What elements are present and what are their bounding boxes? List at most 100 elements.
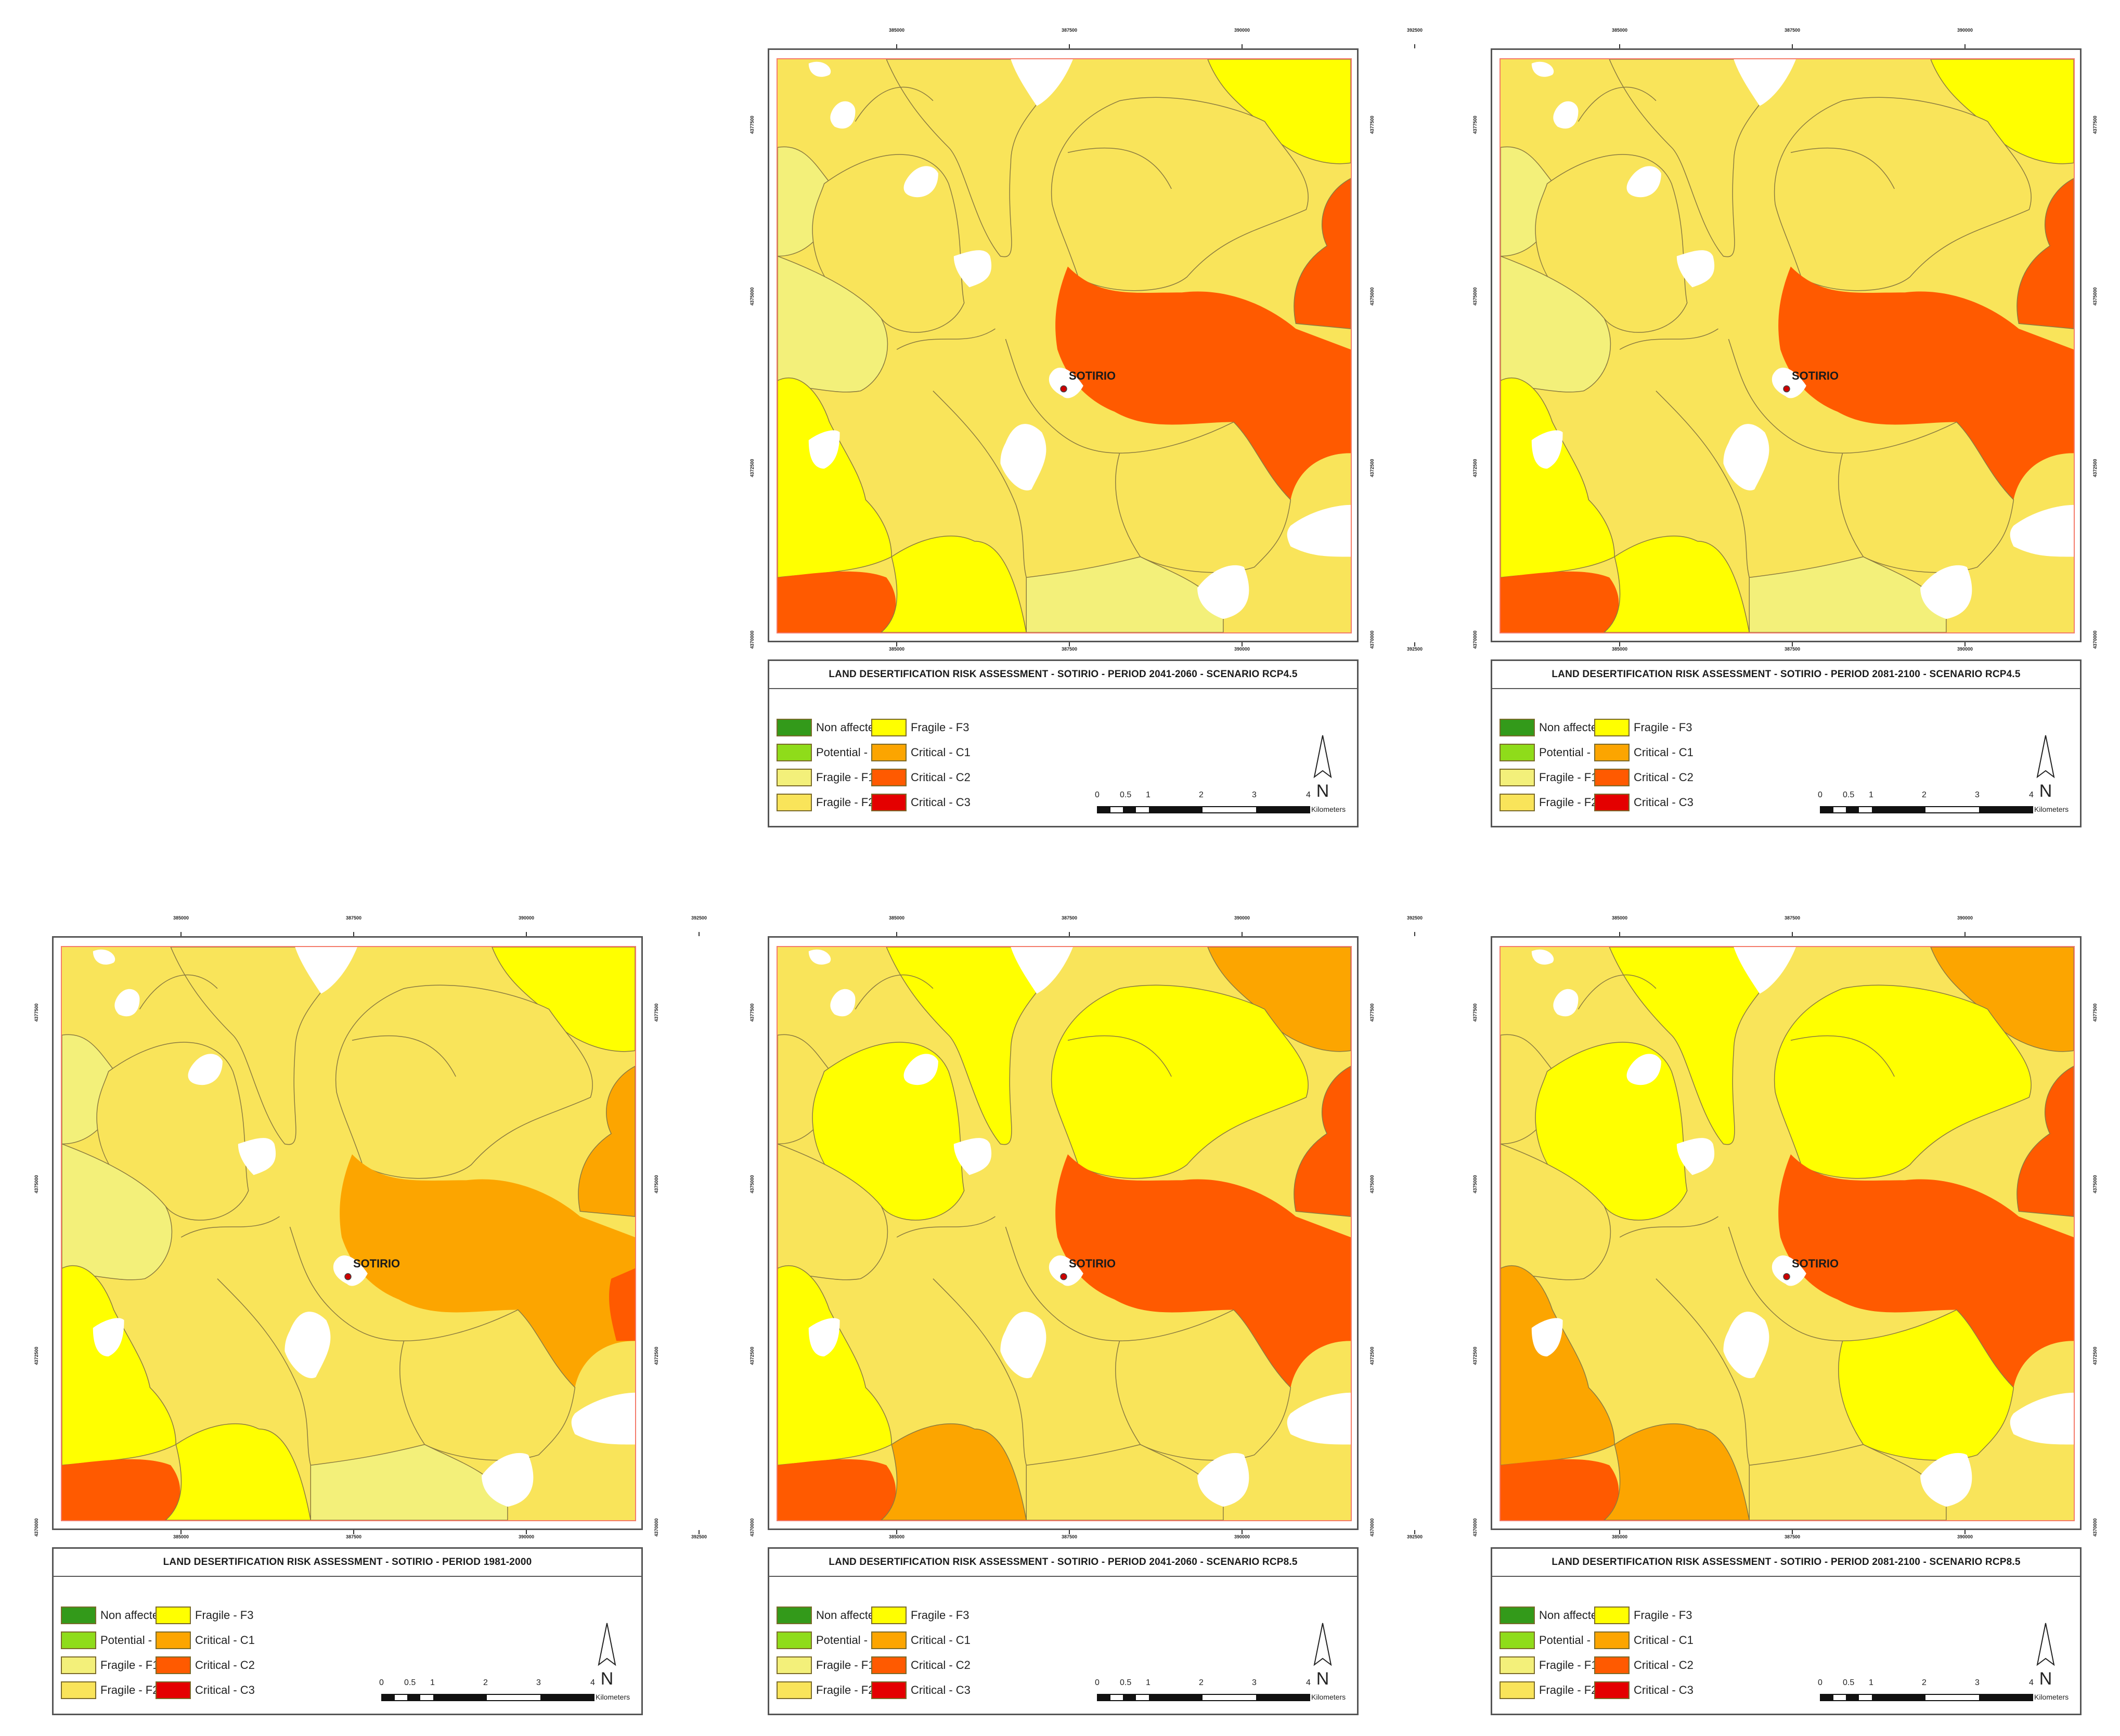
risk-map: SOTIRIO	[1501, 59, 2074, 632]
scale-unit-label: Kilometers	[1311, 1693, 1346, 1701]
svg-text:SOTIRIO: SOTIRIO	[1792, 369, 1839, 382]
scale-label: 0	[1095, 1678, 1100, 1687]
y-tick-label-left: 4377500	[1472, 115, 1478, 134]
x-tick-mark	[1242, 642, 1243, 646]
legend-item: Critical - C1	[156, 1628, 255, 1653]
scale-label: 4	[2029, 791, 2034, 799]
legend-label: Critical - C1	[1634, 746, 1694, 759]
legend-label: Fragile - F1	[816, 1659, 875, 1672]
legend-swatch	[777, 1631, 812, 1649]
legend-item: Critical - C1	[1594, 740, 1694, 765]
x-tick-label-bottom: 385000	[888, 646, 905, 652]
y-tick-label-left: 4372500	[1472, 1346, 1478, 1365]
scale-label: 0.5	[1120, 1678, 1132, 1687]
legend-item: Critical - C2	[871, 765, 971, 790]
legend-item: Fragile - F2	[777, 790, 899, 815]
legend-item: Fragile - F2	[1499, 790, 1622, 815]
legend-item: Potential - P	[777, 1628, 899, 1653]
x-tick-label-bottom: 392500	[2117, 646, 2120, 652]
legend-item: Fragile - F2	[1499, 1678, 1622, 1703]
scale-unit-label: Kilometers	[1311, 805, 1346, 813]
svg-text:SOTIRIO: SOTIRIO	[353, 1257, 400, 1270]
scale-unit-label: Kilometers	[2034, 1693, 2069, 1701]
legend-label: Critical - C2	[911, 1659, 971, 1672]
x-tick-label-bottom: 390000	[518, 1534, 535, 1539]
map-area: SOTIRIO	[777, 946, 1352, 1521]
legend-swatch	[871, 1681, 907, 1699]
legend-swatch	[1594, 744, 1630, 761]
x-tick-label-bottom: 387500	[1784, 646, 1801, 652]
legend-label: Fragile - F1	[100, 1659, 159, 1672]
legend-swatch	[1594, 719, 1630, 736]
legend-item: Critical - C2	[871, 1653, 971, 1678]
scale-bar-strip	[381, 1694, 594, 1701]
legend-label: Fragile - F3	[911, 1609, 969, 1622]
scale-label: 3	[1252, 791, 1257, 799]
scale-label: 4	[1306, 791, 1311, 799]
scale-label: 4	[2029, 1678, 2034, 1687]
x-tick-label-top: 385000	[173, 915, 189, 921]
legend-item: Potential - P	[61, 1628, 184, 1653]
scale-label: 1	[1146, 791, 1151, 799]
x-tick-mark	[1792, 642, 1793, 646]
legend-label: Fragile - F2	[816, 1683, 875, 1696]
scale-label: 3	[1975, 791, 1980, 799]
scale-bar: Kilometers 0 0.5 1 2 3 4	[1818, 791, 2069, 822]
x-tick-label-top: 387500	[345, 915, 362, 921]
y-tick-label-left: 4375000	[34, 1175, 39, 1194]
legend-swatch	[1499, 794, 1535, 811]
legend-label: Critical - C3	[1634, 1683, 1694, 1696]
y-tick-label-right: 4377500	[654, 1003, 659, 1022]
svg-text:SOTIRIO: SOTIRIO	[1792, 1257, 1839, 1270]
y-tick-label-right: 4370000	[1369, 1518, 1375, 1537]
legend-label: Critical - C1	[195, 1634, 255, 1647]
legend-label: Fragile - F1	[1539, 1659, 1598, 1672]
legend-swatch	[1499, 744, 1535, 761]
x-tick-label-top: 390000	[1957, 28, 1973, 33]
legend-item: Potential - P	[1499, 1628, 1622, 1653]
legend-label: Critical - C1	[1634, 1634, 1694, 1647]
legend-item: Critical - C3	[156, 1678, 255, 1703]
scale-bar: Kilometers 0 0.5 1 2 3 4	[1818, 1678, 2069, 1709]
legend-box: Non affected - N Potential - P Fragile - F…	[52, 1576, 643, 1715]
north-arrow-icon: N	[1313, 735, 1332, 801]
x-tick-label-top: 385000	[888, 915, 905, 921]
scale-label: 0.5	[1843, 791, 1855, 799]
y-tick-label-left: 4370000	[34, 1518, 39, 1537]
y-tick-label-left: 4372500	[1472, 459, 1478, 477]
scale-label: 0	[379, 1678, 384, 1687]
x-tick-label-top: 387500	[1061, 915, 1078, 921]
map-title: LAND DESERTIFICATION RISK ASSESSMENT - S…	[1491, 1547, 2082, 1577]
x-tick-mark	[1242, 932, 1243, 936]
x-tick-label-top: 387500	[1784, 28, 1801, 33]
legend-item: Critical - C3	[1594, 790, 1694, 815]
legend-swatch	[1594, 794, 1630, 811]
legend-item: Fragile - F2	[61, 1678, 184, 1703]
scale-bar: Kilometers 0 0.5 1 2 3 4	[379, 1678, 630, 1709]
legend-label: Critical - C3	[1634, 796, 1694, 809]
legend-item: Fragile - F1	[777, 1653, 899, 1678]
legend-swatch	[1499, 1656, 1535, 1674]
legend-label: Critical - C1	[911, 746, 971, 759]
legend-item: Fragile - F3	[871, 715, 971, 740]
legend-label: Fragile - F1	[1539, 771, 1598, 784]
legend-swatch	[61, 1631, 96, 1649]
x-tick-mark	[1414, 1530, 1415, 1534]
x-tick-label-top: 385000	[888, 28, 905, 33]
svg-text:N: N	[601, 1669, 614, 1689]
scale-label: 2	[483, 1678, 488, 1687]
legend-swatch	[1594, 1631, 1630, 1649]
legend-label: Fragile - F3	[1634, 721, 1692, 734]
map-title: LAND DESERTIFICATION RISK ASSESSMENT - S…	[768, 1547, 1359, 1577]
legend-swatch	[61, 1656, 96, 1674]
y-tick-label-right: 4377500	[1369, 115, 1375, 134]
x-tick-label-top: 385000	[1611, 915, 1628, 921]
y-tick-label-right: 4372500	[654, 1346, 659, 1365]
legend-item: Potential - P	[1499, 740, 1622, 765]
legend-item: Fragile - F1	[61, 1653, 184, 1678]
map-frame: SOTIRIO	[768, 48, 1359, 642]
legend-swatch	[156, 1631, 191, 1649]
x-tick-label-bottom: 390000	[1957, 1534, 1973, 1539]
scale-bar-strip	[1097, 806, 1310, 813]
legend-box: Non affected - N Potential - P Fragile - F…	[768, 688, 1359, 827]
